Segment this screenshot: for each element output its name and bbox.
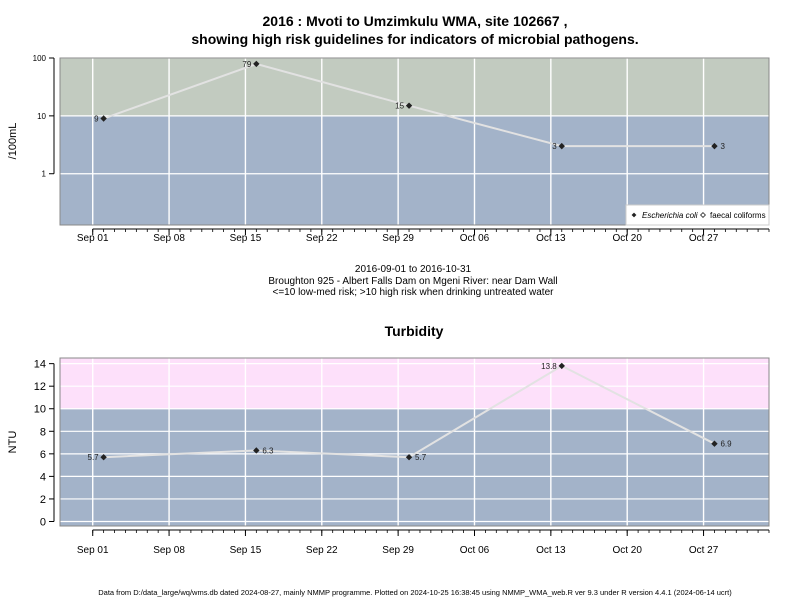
turbidity-y-tick-label: 12	[34, 381, 46, 393]
site-caption: Broughton 925 - Albert Falls Dam on Mgen…	[268, 276, 558, 287]
microbial-data-label: 15	[395, 102, 404, 111]
turbidity-y-axis-label: NTU	[7, 431, 19, 454]
turbidity-x-tick-label: Oct 13	[536, 545, 566, 556]
microbial-x-tick-label: Sep 01	[77, 233, 109, 244]
turbidity-data-point	[100, 454, 107, 461]
turbidity-y-tick-label: 14	[34, 359, 46, 371]
turbidity-chart-title: Turbidity	[384, 323, 444, 339]
turbidity-data-point	[558, 362, 565, 370]
legend-marker-faecal	[700, 212, 706, 218]
microbial-x-tick-label: Sep 15	[230, 233, 262, 244]
turbidity-data-label: 5.7	[88, 453, 100, 462]
turbidity-plot-frame	[59, 357, 770, 527]
microbial-y-tick-label: 100	[33, 54, 47, 63]
microbial-data-label: 79	[242, 60, 251, 69]
microbial-x-tick-label: Oct 20	[612, 233, 642, 244]
microbial-data-point	[100, 115, 107, 122]
turbidity-x-tick-label: Sep 15	[230, 545, 262, 556]
turbidity-data-label: 5.7	[415, 453, 427, 462]
turbidity-low-risk-band	[60, 408, 769, 526]
turbidity-y-tick-label: 6	[40, 449, 46, 461]
turbidity-data-label: 6.3	[262, 446, 274, 455]
microbial-data-point	[558, 142, 565, 150]
microbial-x-tick-label: Sep 08	[153, 233, 185, 244]
data-source-footer: Data from D:/data_large/wq/wms.db dated …	[98, 588, 732, 597]
turbidity-high-risk-band	[60, 358, 769, 409]
microbial-data-label: 9	[94, 115, 99, 124]
date-range-caption: 2016-09-01 to 2016-10-31	[354, 264, 472, 275]
turbidity-x-tick-label: Sep 29	[382, 545, 414, 556]
turbidity-data-point	[253, 447, 260, 454]
turbidity-data-label: 13.8	[541, 362, 557, 371]
turbidity-x-tick-label: Sep 22	[306, 545, 338, 556]
microbial-data-point	[253, 60, 260, 68]
microbial-data-point	[711, 142, 718, 150]
microbial-y-axis-label: /100mL	[7, 123, 19, 160]
microbial-y-tick-label: 10	[37, 112, 46, 121]
turbidity-y-tick-label: 8	[40, 426, 46, 438]
turbidity-x-tick-label: Sep 08	[153, 545, 185, 556]
risk-guideline-caption: <=10 low-med risk; >10 high risk when dr…	[272, 287, 554, 298]
microbial-x-tick-label: Sep 29	[382, 233, 414, 244]
microbial-x-tick-label: Oct 13	[536, 233, 566, 244]
legend-label-ecoli: Escherichia coli	[642, 211, 698, 220]
microbial-data-label: 3	[720, 142, 725, 151]
turbidity-y-tick-label: 0	[40, 516, 46, 528]
microbial-data-point	[405, 102, 413, 109]
turbidity-x-tick-label: Oct 06	[460, 545, 490, 556]
legend-box	[625, 204, 770, 226]
microbial-data-label: 3	[552, 142, 557, 151]
legend-label-faecal: faecal coliforms	[710, 211, 766, 220]
microbial-x-tick-label: Oct 27	[689, 233, 719, 244]
microbial-x-tick-label: Oct 06	[460, 233, 490, 244]
turbidity-y-tick-label: 2	[40, 494, 46, 506]
turbidity-data-label: 6.9	[720, 440, 732, 449]
legend-marker-ecoli	[631, 212, 637, 218]
turbidity-data-point	[405, 454, 413, 461]
turbidity-data-point	[711, 440, 718, 447]
turbidity-y-tick-label: 4	[40, 471, 46, 483]
microbial-plot-frame	[59, 57, 770, 226]
turbidity-x-tick-label: Oct 20	[612, 545, 642, 556]
chart-title-line-1: 2016 : Mvoti to Umzimkulu WMA, site 1026…	[262, 13, 568, 29]
turbidity-x-tick-label: Sep 01	[77, 545, 109, 556]
turbidity-y-tick-label: 10	[34, 404, 46, 416]
turbidity-x-tick-label: Oct 27	[689, 545, 719, 556]
microbial-x-tick-label: Sep 22	[306, 233, 338, 244]
chart-title-line-2: showing high risk guidelines for indicat…	[191, 31, 639, 47]
microbial-y-tick-label: 1	[42, 170, 47, 179]
